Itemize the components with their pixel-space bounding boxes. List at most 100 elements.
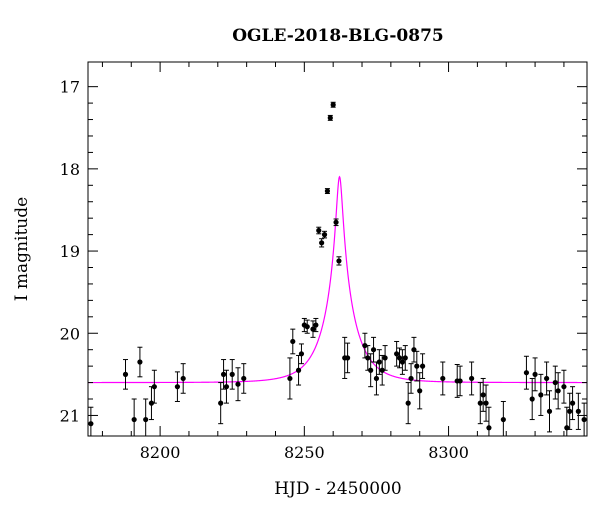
data-point (411, 336, 417, 363)
data-marker (148, 400, 155, 406)
data-point (223, 369, 230, 404)
data-marker (316, 227, 322, 234)
data-point (324, 188, 331, 195)
data-point (532, 357, 538, 392)
data-marker (336, 258, 342, 264)
data-marker (402, 355, 408, 361)
chart-title: OGLE-2018-BLG-0875 (232, 26, 444, 46)
data-point (344, 342, 351, 374)
data-point (304, 319, 310, 334)
data-point (143, 398, 149, 436)
data-marker (561, 384, 567, 390)
data-marker (546, 408, 553, 414)
data-marker (376, 359, 382, 365)
data-marker (523, 370, 530, 376)
data-marker (399, 359, 405, 365)
data-marker (408, 375, 414, 382)
data-marker (368, 367, 374, 373)
data-point (373, 361, 380, 396)
data-marker (327, 115, 333, 121)
data-point (319, 238, 325, 248)
data-point (295, 354, 302, 386)
data-marker (365, 355, 371, 361)
data-marker (333, 219, 339, 225)
data-marker (373, 375, 380, 382)
axis-ticks: 8200 8250 8300 17 18 19 20 21 (60, 62, 587, 462)
data-point (480, 377, 486, 412)
data-point (581, 402, 587, 436)
data-point (365, 345, 371, 371)
data-point (500, 400, 506, 436)
data-point (477, 382, 483, 425)
data-marker (382, 355, 388, 361)
model-curve (88, 175, 587, 384)
data-marker (417, 388, 423, 394)
data-marker (529, 396, 535, 402)
data-marker (483, 400, 489, 406)
data-point (333, 218, 339, 227)
data-point (235, 367, 241, 402)
data-point (523, 355, 530, 390)
data-point (408, 363, 414, 394)
data-marker (143, 416, 149, 423)
data-point (229, 359, 235, 390)
data-point (486, 406, 492, 436)
data-marker (287, 375, 293, 382)
data-point (469, 361, 475, 396)
data-marker (295, 367, 302, 373)
data-marker (180, 375, 186, 382)
data-marker (532, 371, 538, 377)
data-point (544, 361, 550, 396)
data-point (131, 398, 137, 436)
data-marker (290, 338, 296, 345)
data-marker (229, 371, 235, 377)
data-marker (567, 408, 573, 414)
y-axis-label: I magnitude (12, 197, 32, 301)
data-point (555, 372, 561, 410)
data-marker (555, 388, 561, 394)
data-marker (137, 359, 143, 365)
data-marker (581, 416, 587, 423)
data-marker (330, 102, 336, 108)
data-marker (486, 425, 492, 431)
x-tick-label: 8200 (140, 443, 181, 462)
data-point (382, 345, 388, 371)
data-point (396, 347, 403, 369)
data-marker (500, 416, 506, 423)
y-tick-label: 17 (60, 78, 80, 97)
data-point (529, 377, 535, 421)
plot-frame (87, 61, 588, 437)
data-marker (88, 421, 94, 427)
plot-area (88, 101, 587, 436)
data-marker (321, 232, 328, 238)
data-point (88, 406, 94, 436)
data-marker (414, 363, 420, 369)
data-point (313, 317, 319, 333)
data-point (440, 361, 446, 396)
data-point (362, 332, 368, 359)
data-point (122, 359, 129, 390)
data-point (368, 353, 374, 388)
data-point (569, 386, 576, 421)
data-point (137, 346, 143, 378)
data-point (316, 226, 322, 235)
data-marker (218, 400, 224, 406)
data-marker (298, 351, 305, 357)
data-marker (313, 322, 319, 328)
data-point (327, 114, 333, 121)
data-point (394, 340, 400, 367)
data-marker (469, 375, 475, 382)
y-tick-label: 18 (60, 160, 80, 179)
data-marker (235, 381, 241, 387)
data-point (546, 390, 553, 433)
data-marker (241, 375, 247, 382)
data-point (379, 354, 385, 386)
data-marker (480, 392, 486, 398)
data-point (405, 382, 411, 425)
data-marker (310, 326, 316, 332)
data-point (180, 363, 186, 394)
data-point (457, 365, 463, 397)
data-marker (440, 375, 446, 382)
data-marker (319, 240, 325, 246)
